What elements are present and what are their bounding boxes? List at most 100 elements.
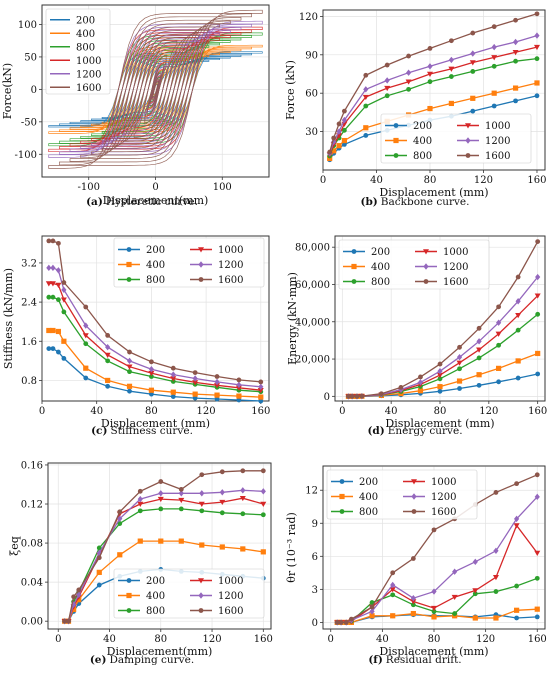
data-point-1000 [426, 71, 433, 77]
data-point-1200 [496, 319, 502, 326]
data-point-1600 [158, 479, 164, 484]
data-point-400 [126, 383, 133, 389]
plot-frame [322, 9, 546, 171]
data-point-1600 [341, 108, 347, 114]
x-axis-label: Displacement(mm) [107, 645, 213, 658]
data-point-1600 [493, 490, 499, 495]
data-point-1000 [476, 347, 483, 353]
x-tick-label: 160 [527, 175, 546, 186]
data-point-1200 [410, 594, 416, 602]
data-point-1000 [235, 385, 242, 391]
data-point-1600 [431, 527, 437, 533]
data-point-1000 [389, 587, 396, 593]
data-point-800 [240, 511, 246, 517]
data-point-1200 [126, 357, 133, 365]
data-point-1000 [148, 370, 155, 377]
data-point-1600 [50, 238, 56, 244]
data-point-800 [491, 63, 497, 69]
data-point-400 [515, 358, 521, 364]
data-point-400 [148, 387, 154, 393]
data-point-800 [50, 294, 56, 300]
data-point-1000 [239, 495, 246, 502]
data-point-800 [105, 358, 111, 364]
data-point-800 [390, 592, 396, 598]
data-point-1200 [448, 56, 454, 64]
data-point-800 [448, 74, 454, 79]
y-axis-label: θr (10⁻³ rad) [285, 512, 298, 583]
data-point-800 [46, 294, 52, 300]
data-point-200 [476, 382, 482, 388]
y-tick-label: 50 [24, 52, 37, 63]
legend-label-1200: 1200 [76, 69, 101, 80]
legend-marker-1000 [465, 123, 471, 129]
legend-marker-200 [126, 247, 132, 252]
x-tick-label: 80 [145, 406, 158, 417]
data-point-800 [452, 611, 458, 616]
plot-frame [47, 462, 272, 630]
data-point-1600 [56, 240, 61, 246]
caption-a: (a) Hysteretic curve. [86, 196, 198, 208]
data-point-1600 [62, 618, 68, 624]
data-point-1200 [236, 381, 242, 389]
data-point-1200 [158, 490, 164, 497]
legend-marker-1000 [198, 578, 204, 584]
data-point-200 [105, 383, 111, 389]
data-point-400 [534, 606, 540, 612]
data-point-1000 [456, 360, 463, 366]
data-point-1600 [398, 384, 404, 390]
data-point-400 [327, 155, 333, 162]
caption-f: (f) Residual drift. [368, 654, 461, 666]
x-tick-label: 40 [90, 406, 103, 417]
data-point-400 [363, 125, 369, 131]
data-point-200 [46, 346, 52, 352]
data-point-1000 [384, 85, 391, 92]
x-tick-label: 120 [476, 634, 495, 645]
data-point-1200 [437, 367, 443, 375]
data-point-400 [431, 614, 437, 620]
energy-curve-panel: 0 40 80 120 160020,00040,00060,00080,000Disp… [286, 235, 547, 430]
legend-label-400: 400 [146, 260, 165, 271]
data-point-400 [493, 615, 499, 621]
data-point-800 [178, 506, 184, 512]
data-point-400 [96, 569, 102, 575]
y-tick-label: 0.12 [21, 500, 43, 511]
legend-label-800: 800 [359, 507, 378, 518]
data-point-1600 [514, 481, 520, 487]
legend-label-800: 800 [413, 151, 432, 162]
data-point-400 [158, 538, 164, 544]
x-tick-label: 0 [320, 175, 326, 186]
x-tick-label: 80 [434, 406, 447, 417]
data-point-1600 [137, 488, 143, 494]
data-point-400 [50, 327, 56, 334]
x-tick-label: 120 [197, 406, 216, 417]
legend-box [326, 469, 478, 520]
data-point-1200 [369, 608, 375, 615]
data-point-1200 [117, 515, 123, 522]
data-point-1000 [451, 594, 458, 601]
data-point-400 [534, 80, 540, 86]
data-point-1000 [260, 501, 267, 508]
data-point-1600 [336, 121, 342, 127]
data-point-1600 [513, 17, 518, 23]
data-point-800 [363, 103, 369, 109]
legend-label-1600: 1600 [485, 151, 510, 162]
x-axis-label: Displacement (mm) [379, 645, 488, 658]
data-point-1600 [219, 469, 225, 475]
data-point-1200 [417, 379, 424, 386]
data-point-1200 [199, 490, 205, 497]
data-point-800 [406, 86, 411, 92]
data-point-1200 [341, 116, 347, 124]
legend-label-200: 200 [359, 477, 378, 488]
data-point-400 [341, 137, 347, 144]
legend-label-1200: 1200 [485, 136, 510, 147]
data-point-1200 [240, 487, 246, 494]
data-point-800 [535, 311, 541, 317]
data-point-200 [96, 582, 102, 588]
data-point-1000 [437, 372, 443, 379]
data-point-1600 [346, 393, 351, 399]
x-tick-label: 0 [339, 406, 345, 417]
data-point-800 [158, 506, 164, 512]
data-point-1200 [452, 568, 458, 575]
